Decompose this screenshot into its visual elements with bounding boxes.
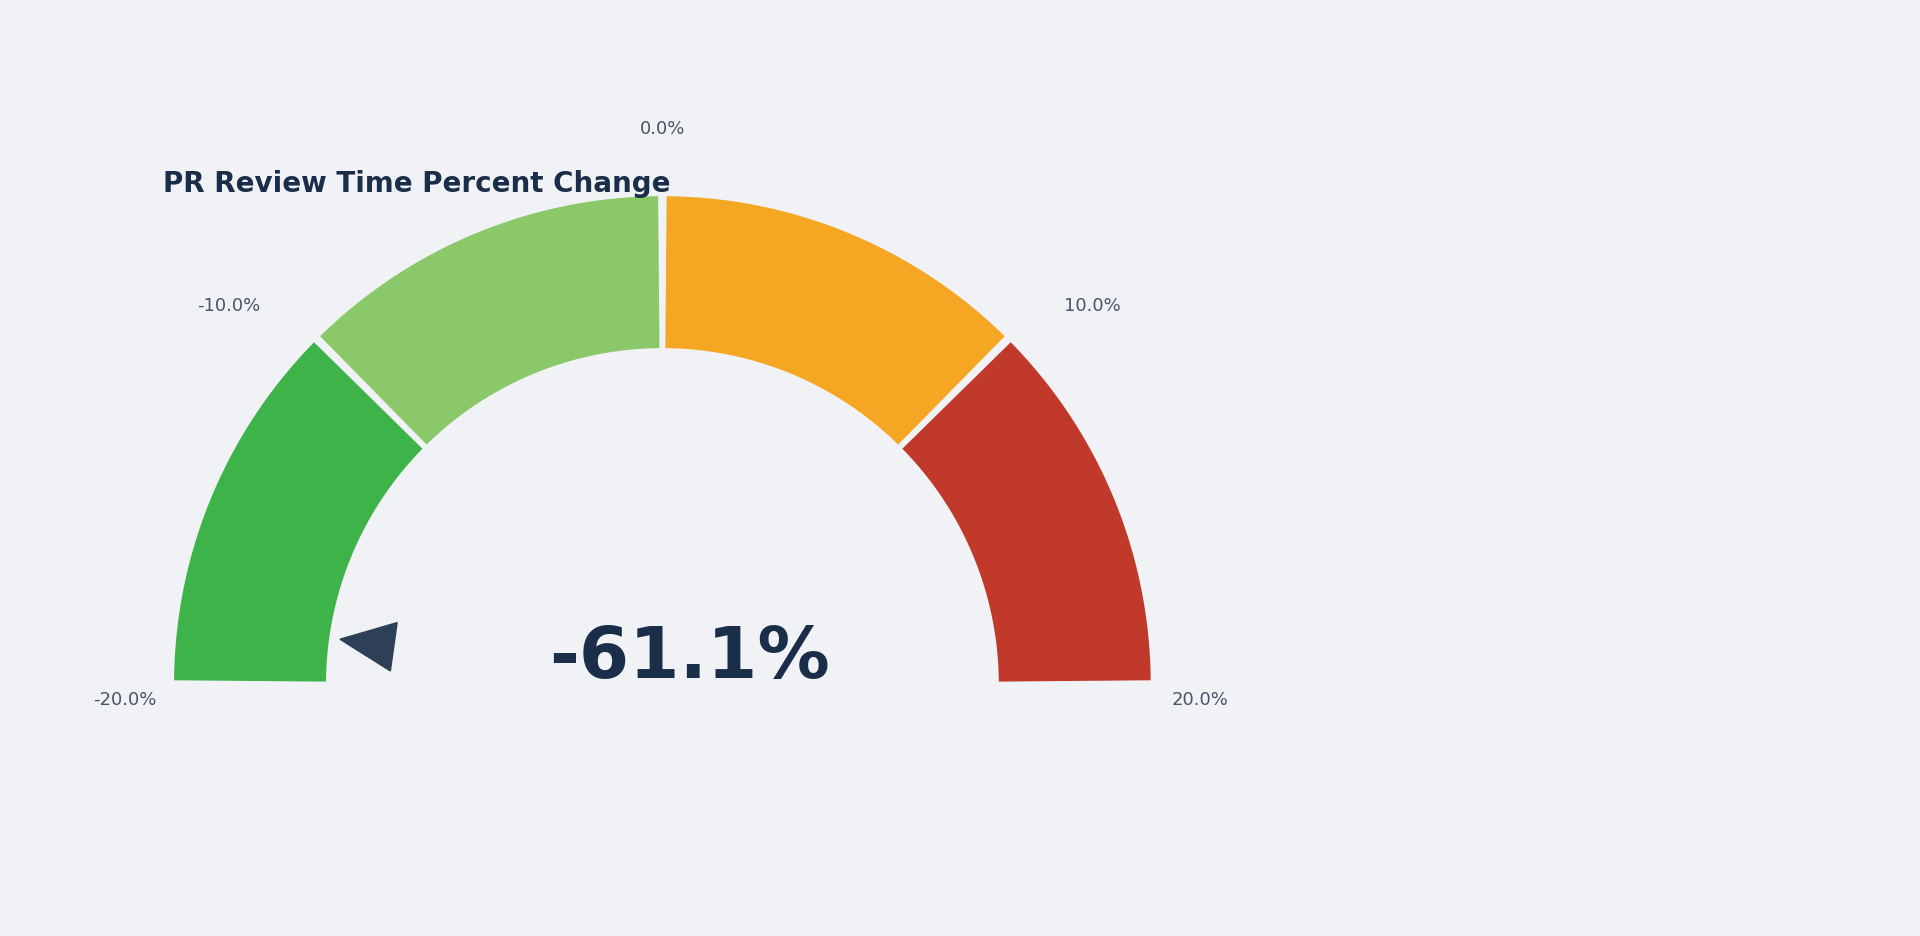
Text: -20.0%: -20.0%: [94, 690, 157, 709]
Text: -10.0%: -10.0%: [198, 297, 261, 314]
Polygon shape: [175, 343, 422, 682]
Text: 20.0%: 20.0%: [1171, 690, 1229, 709]
Text: -61.1%: -61.1%: [549, 623, 829, 693]
Text: 10.0%: 10.0%: [1064, 297, 1121, 314]
Text: PR Review Time Percent Change: PR Review Time Percent Change: [163, 169, 670, 197]
Polygon shape: [666, 197, 1004, 446]
Polygon shape: [902, 343, 1150, 682]
Polygon shape: [340, 623, 397, 671]
Polygon shape: [321, 197, 659, 446]
Text: 0.0%: 0.0%: [639, 120, 685, 138]
